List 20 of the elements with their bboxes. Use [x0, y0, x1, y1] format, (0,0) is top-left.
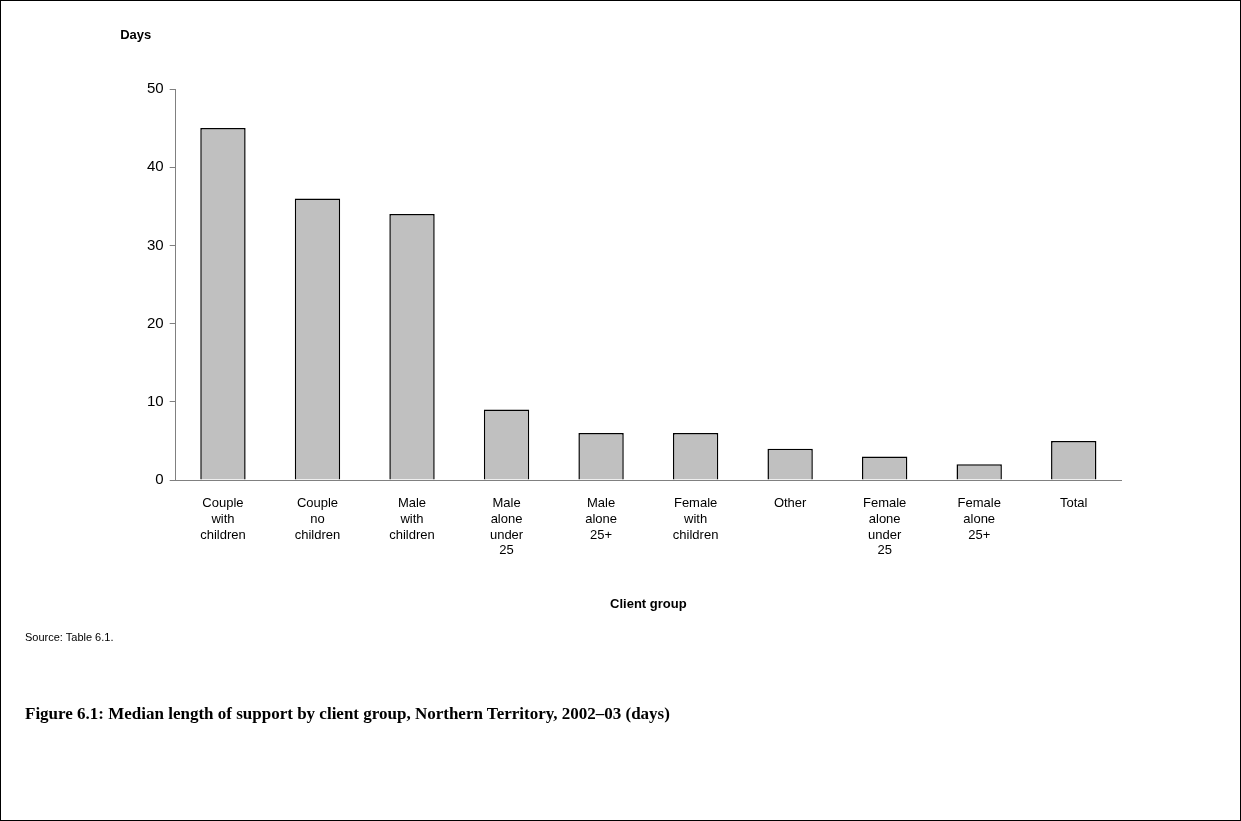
y-tick-label: 40	[147, 157, 164, 175]
x-tick-label: Female alone under 25	[862, 495, 907, 558]
text: Figure 6.1: Median length of support by client group, Northern Territory, 2002–03 (days)	[25, 704, 670, 724]
y-tick-label: 0	[155, 470, 164, 488]
x-tick-label: Male alone under 25	[489, 495, 524, 558]
x-axis-title: Client group	[610, 595, 687, 611]
y-tick-label: 50	[147, 79, 164, 97]
y-tick-label: 30	[147, 235, 164, 253]
x-tick-label: Couple no children	[294, 495, 341, 542]
y-axis-title: Days	[120, 27, 152, 42]
x-tick-label: Male with children	[389, 495, 435, 542]
y-tick-label: 20	[147, 313, 164, 331]
x-tick-label: Other	[773, 495, 808, 511]
y-tick-label: 10	[147, 391, 164, 409]
source-note: Source: Table 6.1.	[25, 631, 114, 643]
x-tick-label: Female with children	[672, 495, 719, 542]
x-tick-label: Female alone 25+	[957, 495, 1001, 542]
x-tick-label: Total	[1060, 495, 1088, 511]
x-tick-label: Couple with children	[200, 495, 246, 542]
x-tick-label: Male alone 25+	[585, 495, 617, 542]
